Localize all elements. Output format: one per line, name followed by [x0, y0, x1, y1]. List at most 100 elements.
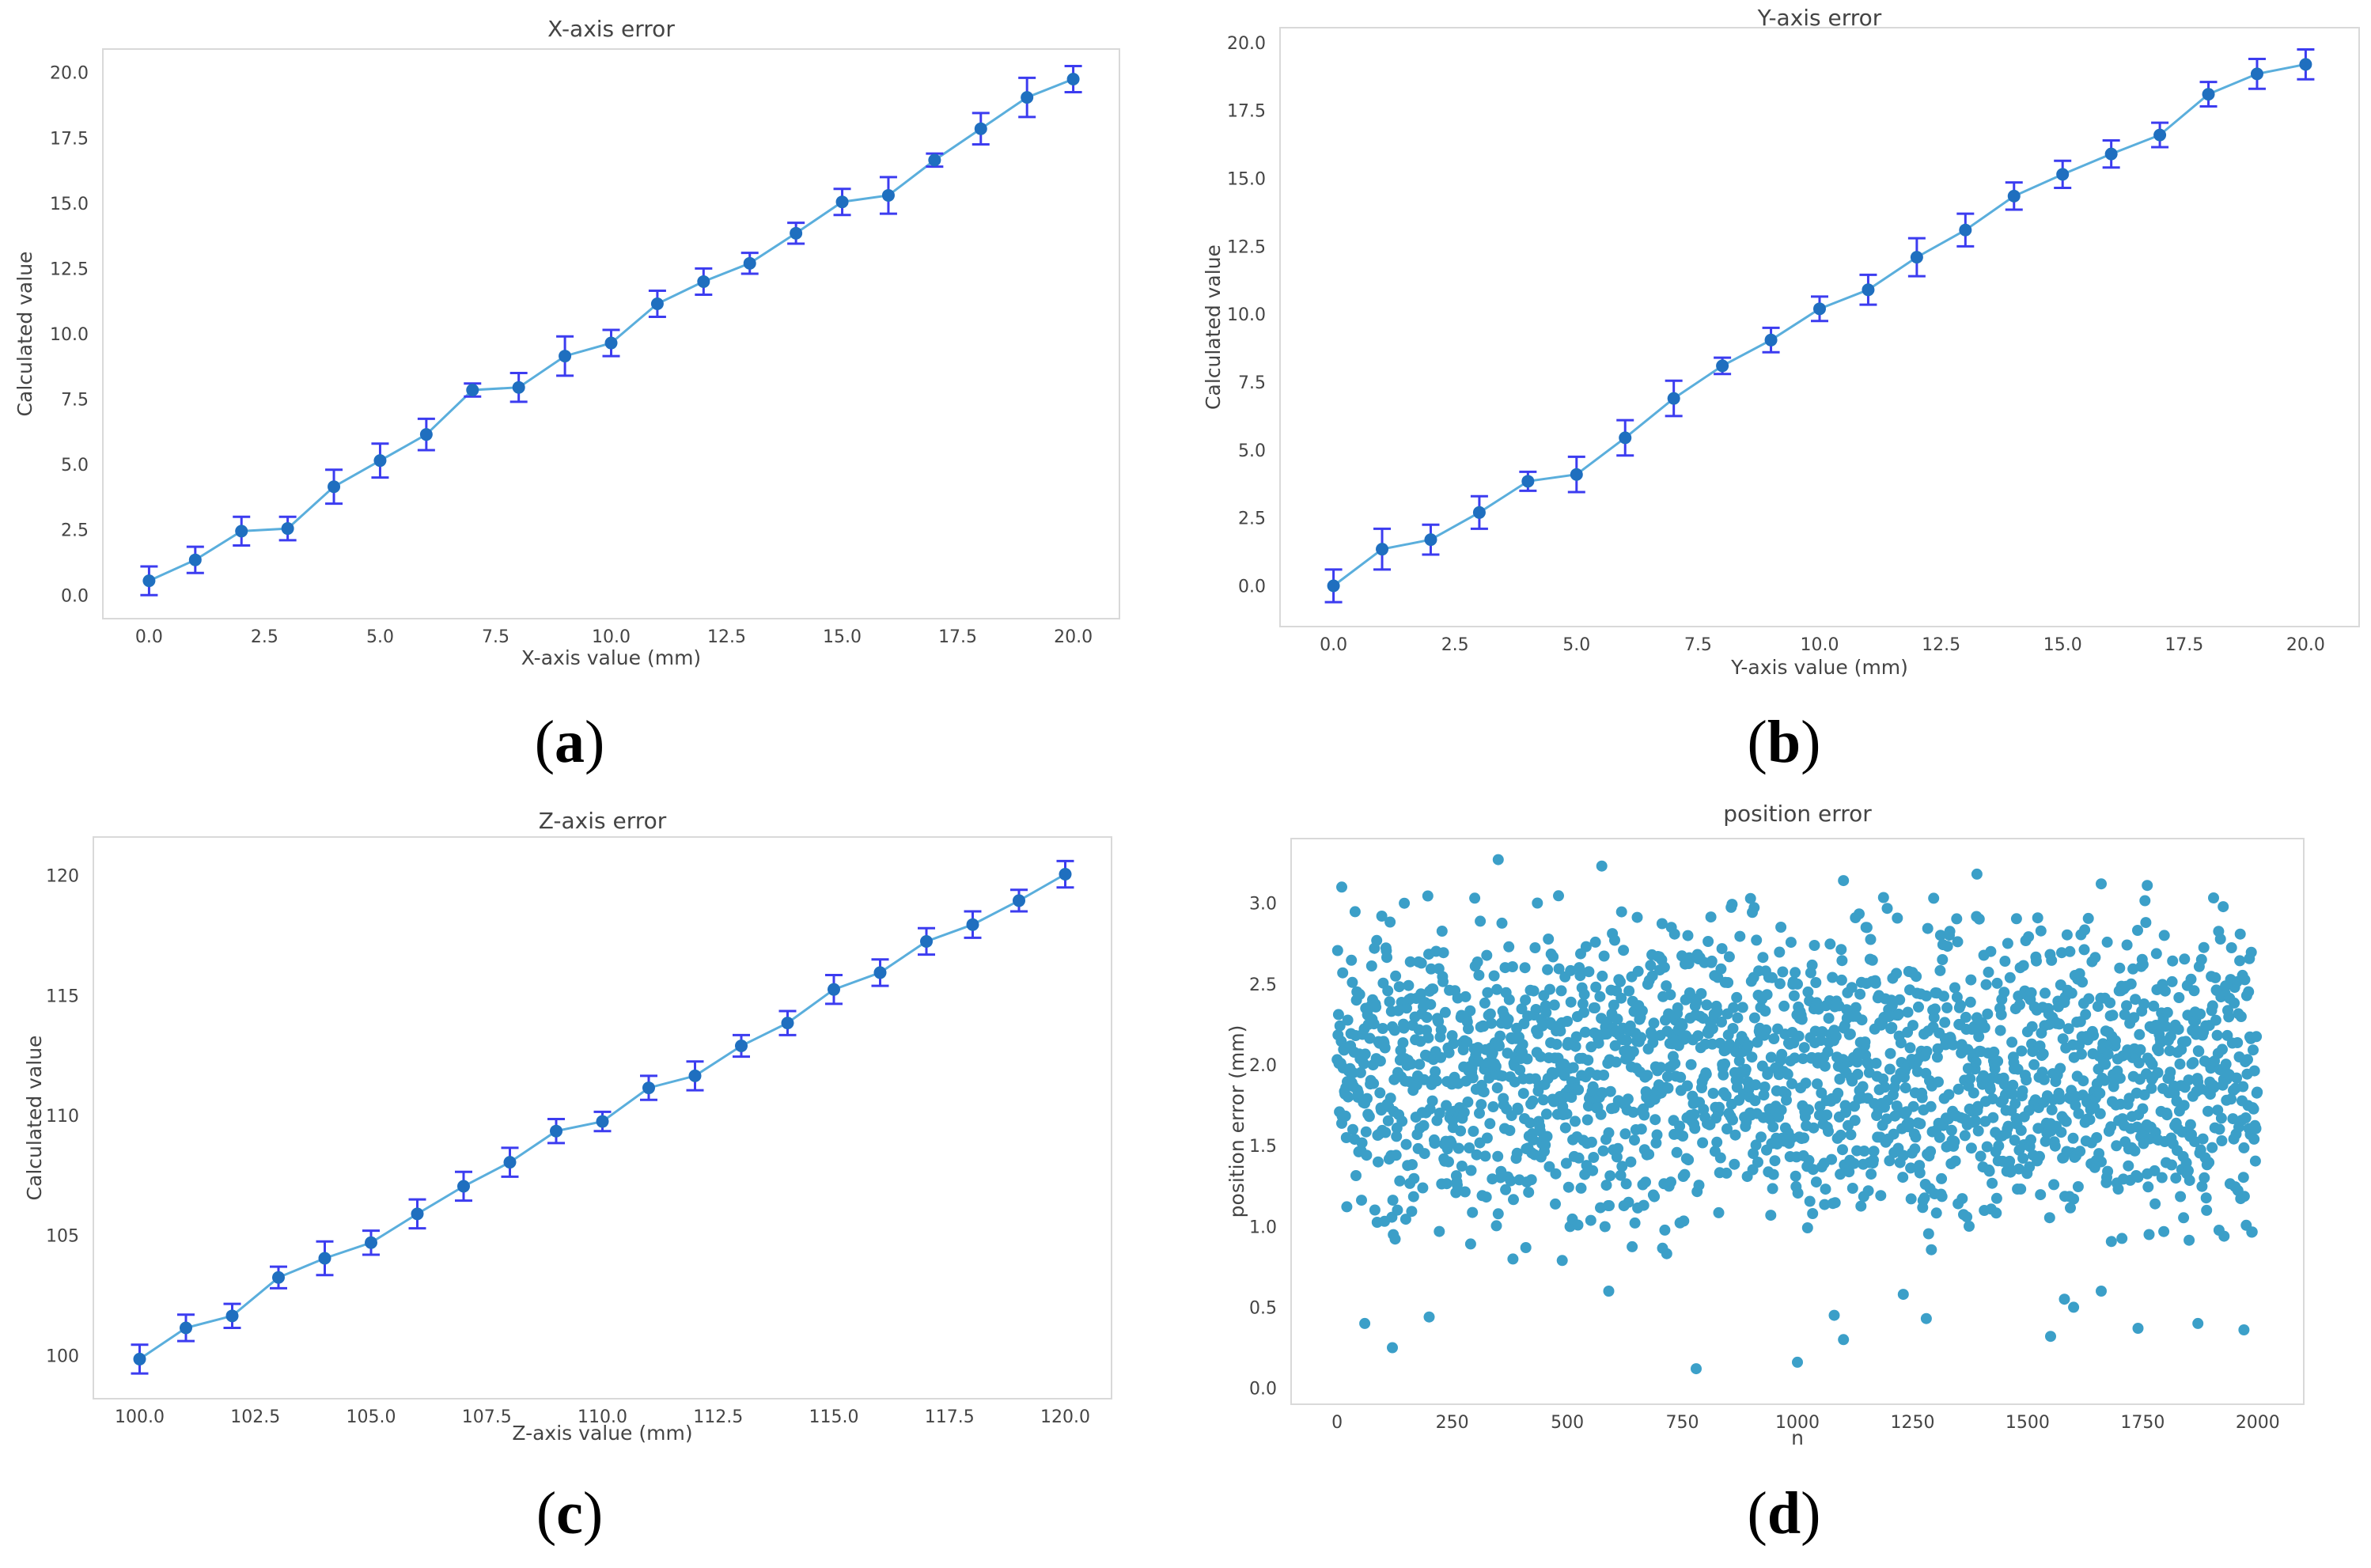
scatter-point — [1789, 1052, 1801, 1064]
scatter-point — [1970, 1115, 1982, 1127]
scatter-point — [1528, 1134, 1539, 1146]
scatter-point — [1931, 1051, 1943, 1063]
scatter-point — [2093, 1148, 2105, 1160]
scatter-point — [1492, 1150, 1504, 1162]
scatter-point — [1990, 1192, 2002, 1204]
y-tick-label: 0.0 — [61, 586, 89, 606]
y-tick-label: 5.0 — [1238, 441, 1266, 461]
scatter-point — [1492, 1208, 1504, 1220]
scatter-point — [1479, 1150, 1491, 1162]
scatter-point — [1681, 1080, 1693, 1092]
scatter-point — [1579, 1026, 1591, 1038]
scatter-point — [1714, 1152, 1726, 1164]
scatter-point — [1892, 912, 1903, 924]
scatter-point — [1971, 868, 1983, 880]
scatter-point — [1862, 1185, 1874, 1197]
data-point — [835, 195, 849, 209]
data-point — [873, 966, 887, 979]
scatter-point — [1718, 1069, 1729, 1081]
scatter-point — [1731, 991, 1743, 1003]
scatter-point — [1835, 944, 1847, 956]
scatter-point — [1398, 1022, 1410, 1034]
scatter-point — [2009, 1134, 2021, 1146]
scatter-point — [1751, 934, 1763, 946]
scatter-point — [2101, 936, 2113, 948]
caption-c: (c) — [536, 1480, 604, 1547]
scatter-point — [1556, 1255, 1568, 1267]
scatter-point — [1716, 1016, 1727, 1028]
scatter-point — [2006, 1089, 2018, 1100]
scatter-point — [1911, 971, 1922, 983]
scatter-point — [2094, 1087, 2106, 1099]
y-tick-label: 2.5 — [1249, 975, 1277, 995]
y-tick-label: 10.0 — [50, 325, 89, 345]
scatter-point — [1746, 1051, 1758, 1063]
scatter-point — [1595, 1108, 1607, 1120]
scatter-point — [1618, 945, 1630, 956]
scatter-point — [1936, 1172, 1948, 1184]
scatter-point — [2025, 1134, 2036, 1146]
scatter-point — [1868, 1146, 1880, 1157]
scatter-point — [2142, 1181, 2154, 1193]
x-axis-label: Z-axis value (mm) — [512, 1422, 692, 1445]
scatter-point — [2021, 1074, 2032, 1086]
scatter-point — [2091, 1132, 2103, 1143]
scatter-point — [1928, 892, 1940, 904]
scatter-point — [1407, 1191, 1419, 1203]
scatter-point — [2004, 1155, 2016, 1167]
scatter-point — [1573, 1084, 1585, 1096]
scatter-point — [1836, 955, 1848, 967]
data-point — [1764, 333, 1778, 347]
scatter-point — [1886, 1021, 1898, 1033]
scatter-point — [2231, 1072, 2243, 1084]
scatter-point — [1354, 1066, 1366, 1078]
x-tick-label: 1250 — [1890, 1413, 1934, 1433]
scatter-point — [1487, 1173, 1498, 1185]
scatter-point — [1384, 1093, 1396, 1104]
scatter-point — [1767, 1168, 1779, 1180]
scatter-point — [2206, 1000, 2218, 1012]
scatter-point — [1939, 1017, 1951, 1028]
scatter-point — [1356, 1195, 1367, 1206]
scatter-point — [1472, 1055, 1484, 1067]
scatter-point — [1603, 1127, 1615, 1138]
scatter-point — [1767, 1183, 1778, 1195]
scatter-point — [2148, 1000, 2160, 1012]
data-point — [2153, 128, 2167, 142]
scatter-point — [1838, 1334, 1850, 1346]
scatter-point — [2048, 1179, 2060, 1191]
data-point — [1424, 533, 1437, 547]
scatter-point — [1610, 1056, 1622, 1068]
scatter-point — [2049, 1140, 2061, 1152]
data-point — [2056, 168, 2070, 181]
scatter-point — [1615, 1169, 1627, 1181]
scatter-point — [1661, 1070, 1673, 1082]
scatter-point — [2196, 1180, 2208, 1192]
data-point — [559, 350, 572, 363]
scatter-point — [1765, 1051, 1777, 1063]
scatter-point — [1597, 1145, 1609, 1157]
scatter-point — [2015, 1124, 2027, 1136]
scatter-point — [1453, 1142, 1464, 1154]
scatter-point — [1913, 1001, 1924, 1013]
scatter-point — [2243, 986, 2255, 998]
scatter-point — [1373, 1156, 1384, 1168]
x-tick-label: 102.5 — [230, 1407, 280, 1427]
scatter-point — [2111, 1140, 2123, 1152]
chart-title: X-axis error — [547, 16, 675, 42]
scatter-point — [2056, 947, 2067, 959]
scatter-point — [1555, 985, 1567, 997]
scatter-point — [2055, 1062, 2066, 1074]
scatter-point — [1804, 1195, 1816, 1207]
scatter-point — [1922, 1228, 1934, 1240]
scatter-point — [2235, 1011, 2247, 1022]
scatter-point — [1494, 1040, 1505, 1052]
scatter-point — [2016, 1045, 2028, 1057]
data-point — [281, 522, 294, 536]
data-point — [920, 934, 933, 948]
scatter-point — [1749, 1095, 1761, 1107]
scatter-point — [1337, 967, 1349, 979]
scatter-point — [2023, 931, 2035, 943]
scatter-point — [2028, 1059, 2040, 1070]
scatter-point — [1434, 1108, 1445, 1119]
